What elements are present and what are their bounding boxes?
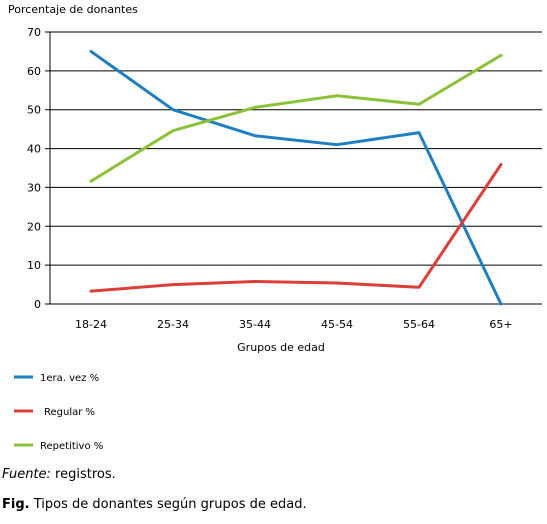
- line-chart: Porcentaje de donantes 0 10 20 30 40 50 60 70 1…: [8, 3, 542, 452]
- figure-text: Tipos de donantes según grupos de edad.: [29, 497, 307, 512]
- x-tick-65+: 65+: [489, 318, 512, 331]
- y-tick-labels: 0 10 20 30 40 50 60 70: [27, 26, 41, 311]
- y-axis-title: Porcentaje de donantes: [8, 3, 138, 16]
- y-tick-30: 30: [27, 181, 41, 194]
- legend-label-0: 1era. vez %: [40, 373, 99, 384]
- series-lines: [89, 49, 503, 306]
- series-line-0: [89, 49, 503, 306]
- legend-label-1: Regular %: [44, 407, 95, 418]
- source-text: registros.: [50, 467, 116, 482]
- x-tick-45-54: 45-54: [321, 318, 353, 331]
- source-caption: Fuente: registros.: [2, 467, 116, 482]
- x-tick-labels: 18-24 25-34 35-44 45-54 55-64 65+: [75, 318, 513, 331]
- y-tick-0: 0: [34, 298, 41, 311]
- x-tick-18-24: 18-24: [75, 318, 107, 331]
- y-tick-20: 20: [27, 220, 41, 233]
- source-label: Fuente:: [2, 467, 51, 482]
- x-tick-55-64: 55-64: [403, 318, 435, 331]
- y-tick-10: 10: [27, 259, 41, 272]
- x-axis-title: Grupos de edad: [237, 341, 325, 354]
- series-line-2: [89, 53, 503, 183]
- gridlines: [45, 31, 542, 305]
- y-tick-70: 70: [27, 26, 41, 39]
- legend-label-2: Repetitivo %: [40, 441, 103, 452]
- x-tick-25-34: 25-34: [157, 318, 189, 331]
- x-tick-35-44: 35-44: [239, 318, 271, 331]
- legend: 1era. vez % Regular % Repetitivo %: [14, 373, 103, 452]
- figure-caption: Fig. Tipos de donantes según grupos de e…: [2, 497, 307, 512]
- figure-label: Fig.: [2, 497, 30, 512]
- y-tick-50: 50: [27, 104, 41, 117]
- y-tick-40: 40: [27, 143, 41, 156]
- series-line-1: [89, 163, 503, 293]
- y-tick-60: 60: [27, 65, 41, 78]
